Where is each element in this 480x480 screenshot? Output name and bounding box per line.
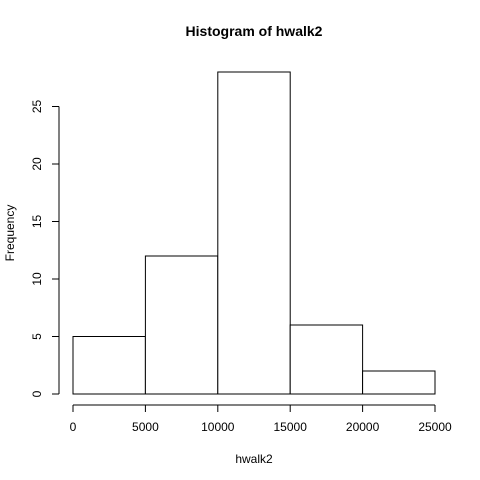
histogram-bar-4 [362,370,436,395]
histogram-bar-2 [217,71,291,395]
y-tick-label-3: 15 [30,215,44,229]
y-tick-label-0: 0 [30,390,44,397]
x-axis: 0 5000 10000 15000 20000 25000 [70,404,452,434]
y-axis: 0 5 10 15 20 25 [30,100,60,397]
y-tick-label-2: 10 [30,272,44,286]
histogram-bar-0 [72,336,146,395]
histogram-bar-3 [289,324,364,395]
x-tick-label-5: 25000 [418,420,452,434]
y-tick-label-1: 5 [30,333,44,340]
y-tick-label-4: 20 [30,157,44,171]
x-tick-label-3: 15000 [274,420,308,434]
chart-title: Histogram of hwalk2 [186,23,323,39]
y-axis-label: Frequency [3,205,17,262]
x-tick-label-0: 0 [70,420,77,434]
x-tick-label-2: 10000 [201,420,235,434]
histogram-bar-1 [144,255,219,395]
y-tick-label-5: 25 [30,100,44,114]
x-tick-label-1: 5000 [132,420,159,434]
x-axis-label: hwalk2 [235,452,273,466]
bars-group [72,71,436,395]
x-tick-label-4: 20000 [346,420,380,434]
